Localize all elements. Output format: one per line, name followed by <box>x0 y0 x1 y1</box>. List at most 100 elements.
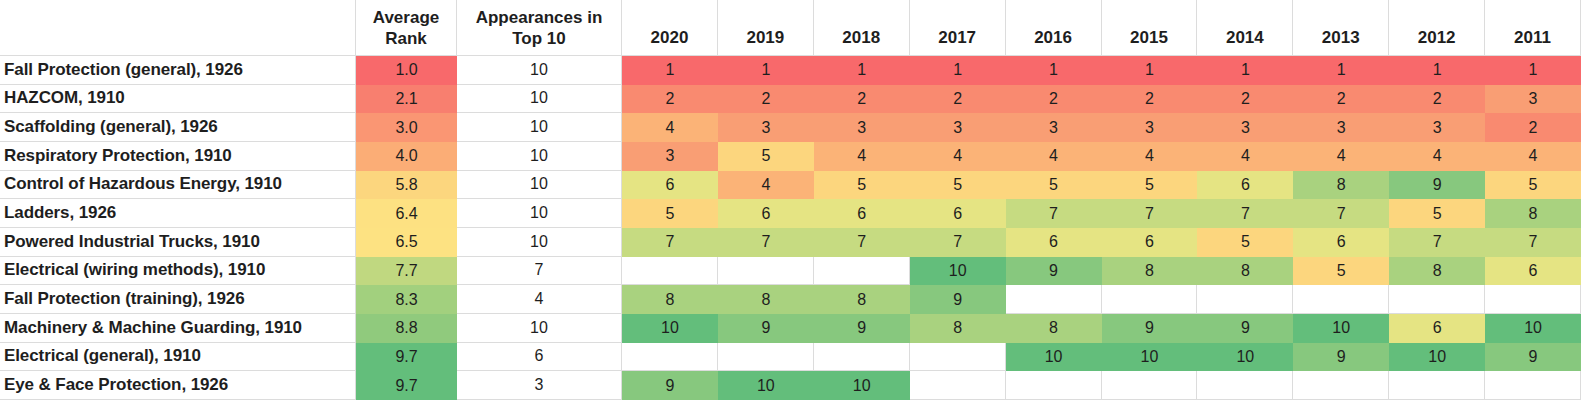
rank-cell-2014: 5 <box>1197 228 1293 257</box>
appearances-cell: 10 <box>457 171 622 200</box>
rank-cell-2012: 10 <box>1389 343 1485 372</box>
rank-cell-2017: 4 <box>910 142 1006 171</box>
rank-cell-2014: 7 <box>1197 199 1293 228</box>
rank-cell-2016-blank <box>1006 371 1102 400</box>
col-header-appearances: Appearances in Top 10 <box>457 0 622 56</box>
rank-cell-2017: 10 <box>910 257 1006 286</box>
rank-cell-2012: 7 <box>1389 228 1485 257</box>
rank-cell-2015-blank <box>1102 371 1198 400</box>
rank-cell-2014: 4 <box>1197 142 1293 171</box>
rank-cell-2017: 7 <box>910 228 1006 257</box>
rank-cell-2012: 5 <box>1389 199 1485 228</box>
row-label: Powered Industrial Trucks, 1910 <box>0 228 356 257</box>
rank-cell-2015: 5 <box>1102 171 1198 200</box>
col-header-2018: 2018 <box>814 0 910 56</box>
rank-cell-2019: 10 <box>718 371 814 400</box>
appearances-cell: 10 <box>457 56 622 85</box>
rank-cell-2018: 8 <box>814 285 910 314</box>
rank-cell-2016: 2 <box>1006 85 1102 114</box>
rank-cell-2014: 3 <box>1197 113 1293 142</box>
row-label: Electrical (general), 1910 <box>0 343 356 372</box>
col-header-average-rank-line2: Rank <box>385 28 427 49</box>
rank-cell-2012: 3 <box>1389 113 1485 142</box>
appearances-cell: 7 <box>457 257 622 286</box>
avg-rank-cell: 4.0 <box>356 142 457 171</box>
appearances-cell: 10 <box>457 228 622 257</box>
rank-cell-2015: 7 <box>1102 199 1198 228</box>
col-header-2015: 2015 <box>1102 0 1198 56</box>
rank-cell-2019: 7 <box>718 228 814 257</box>
rank-cell-2012: 6 <box>1389 314 1485 343</box>
rank-cell-2011: 5 <box>1485 171 1581 200</box>
heatmap-grid: Average Rank Appearances in Top 10 2020 2… <box>0 0 1581 400</box>
rank-cell-2017: 3 <box>910 113 1006 142</box>
rank-cell-2018: 9 <box>814 314 910 343</box>
rank-cell-2013: 10 <box>1293 314 1389 343</box>
rank-cell-2015: 3 <box>1102 113 1198 142</box>
row-label: Scaffolding (general), 1926 <box>0 113 356 142</box>
rank-cell-2018-blank <box>814 343 910 372</box>
rank-cell-2014: 9 <box>1197 314 1293 343</box>
rank-cell-2018: 5 <box>814 171 910 200</box>
col-header-average-rank: Average Rank <box>356 0 457 56</box>
rank-cell-2011: 10 <box>1485 314 1581 343</box>
rank-cell-2013-blank <box>1293 285 1389 314</box>
rank-cell-2015: 6 <box>1102 228 1198 257</box>
rank-cell-2016: 6 <box>1006 228 1102 257</box>
rank-cell-2012: 9 <box>1389 171 1485 200</box>
rank-cell-2015: 2 <box>1102 85 1198 114</box>
col-header-2012: 2012 <box>1389 0 1485 56</box>
col-header-appearances-line1: Appearances in <box>476 7 603 28</box>
rank-cell-2017-blank <box>910 343 1006 372</box>
rank-cell-2014: 10 <box>1197 343 1293 372</box>
rank-cell-2020: 3 <box>622 142 718 171</box>
avg-rank-cell: 9.7 <box>356 371 457 400</box>
rank-cell-2020: 1 <box>622 56 718 85</box>
row-label: HAZCOM, 1910 <box>0 85 356 114</box>
col-header-2020: 2020 <box>622 0 718 56</box>
row-label: Eye & Face Protection, 1926 <box>0 371 356 400</box>
appearances-cell: 4 <box>457 285 622 314</box>
avg-rank-cell: 8.3 <box>356 285 457 314</box>
rank-cell-2014: 1 <box>1197 56 1293 85</box>
rank-cell-2011: 8 <box>1485 199 1581 228</box>
rank-cell-2018: 6 <box>814 199 910 228</box>
row-label: Fall Protection (general), 1926 <box>0 56 356 85</box>
rank-cell-2012-blank <box>1389 371 1485 400</box>
avg-rank-cell: 8.8 <box>356 314 457 343</box>
avg-rank-cell: 5.8 <box>356 171 457 200</box>
rank-cell-2016: 4 <box>1006 142 1102 171</box>
rank-cell-2020: 4 <box>622 113 718 142</box>
rank-cell-2014: 6 <box>1197 171 1293 200</box>
rank-cell-2012: 1 <box>1389 56 1485 85</box>
corner-cell <box>0 0 356 56</box>
rank-cell-2020: 6 <box>622 171 718 200</box>
rank-cell-2016: 9 <box>1006 257 1102 286</box>
col-header-2011: 2011 <box>1485 0 1581 56</box>
rank-cell-2016: 7 <box>1006 199 1102 228</box>
rank-cell-2018: 10 <box>814 371 910 400</box>
rank-cell-2014-blank <box>1197 371 1293 400</box>
rank-cell-2013: 8 <box>1293 171 1389 200</box>
rank-cell-2019: 6 <box>718 199 814 228</box>
rank-cell-2020: 2 <box>622 85 718 114</box>
rank-cell-2018: 4 <box>814 142 910 171</box>
row-label: Machinery & Machine Guarding, 1910 <box>0 314 356 343</box>
rank-cell-2014-blank <box>1197 285 1293 314</box>
avg-rank-cell: 2.1 <box>356 85 457 114</box>
rank-cell-2011-blank <box>1485 285 1581 314</box>
rank-cell-2011: 2 <box>1485 113 1581 142</box>
rank-cell-2016: 5 <box>1006 171 1102 200</box>
rank-cell-2017: 9 <box>910 285 1006 314</box>
rank-cell-2012: 8 <box>1389 257 1485 286</box>
rank-cell-2019-blank <box>718 257 814 286</box>
rank-cell-2018: 1 <box>814 56 910 85</box>
rank-cell-2019: 1 <box>718 56 814 85</box>
rank-cell-2013: 3 <box>1293 113 1389 142</box>
col-header-appearances-line2: Top 10 <box>512 28 566 49</box>
rank-cell-2014: 2 <box>1197 85 1293 114</box>
rank-cell-2013: 9 <box>1293 343 1389 372</box>
rank-cell-2013: 5 <box>1293 257 1389 286</box>
rank-cell-2018: 3 <box>814 113 910 142</box>
avg-rank-cell: 7.7 <box>356 257 457 286</box>
